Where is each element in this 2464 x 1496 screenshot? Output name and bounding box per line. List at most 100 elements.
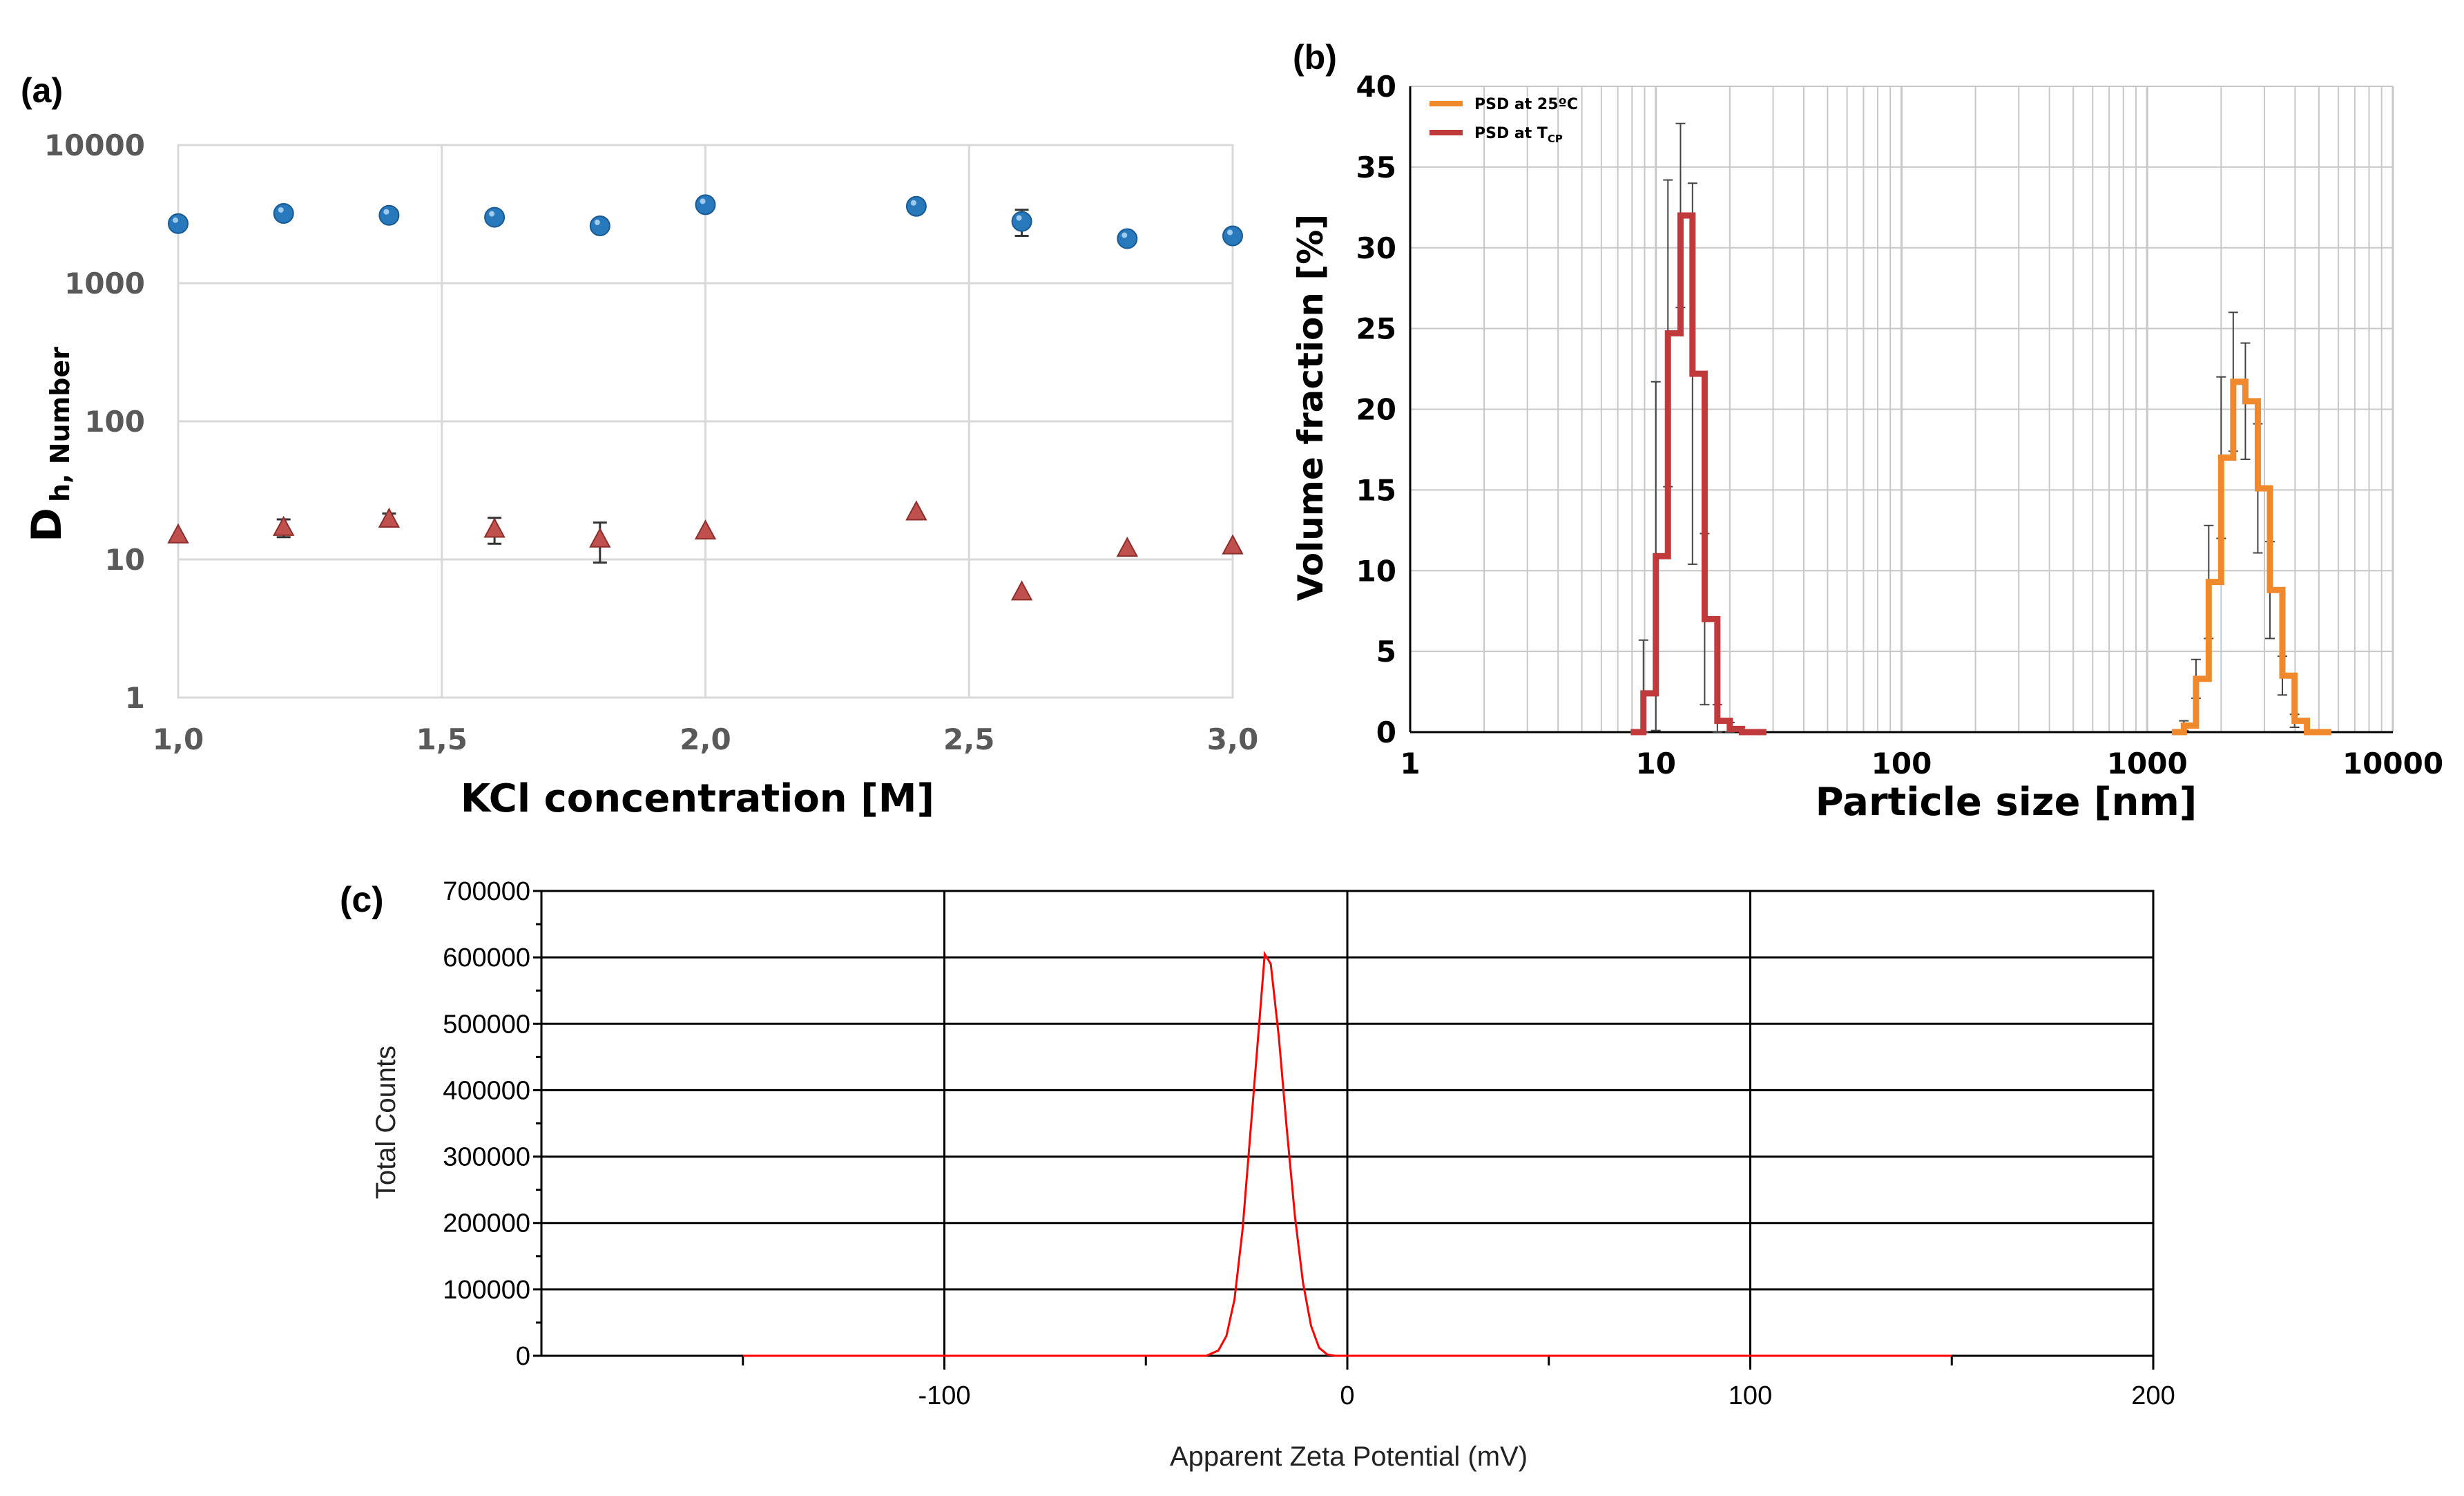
panel-a-triangle-point (905, 500, 927, 521)
panel-a-circle-point (695, 194, 716, 215)
panel-a-circle-point (1011, 211, 1032, 232)
panel-b-y-title: Volume fraction [%] (1291, 214, 1331, 601)
panel-b-y-tick: 0 (1376, 716, 1396, 749)
panel-b-legend: PSD at 25ºC PSD at TCP (1430, 96, 1578, 145)
panel-c-y-tick: 400000 (443, 1076, 530, 1105)
panel-a-circle-highlight (489, 211, 495, 217)
panel-a-circle-highlight (700, 198, 706, 204)
panel-c-x-title: Apparent Zeta Potential (mV) (1170, 1441, 1528, 1472)
panel-a-circle-point (589, 215, 610, 237)
panel-a-x-tick: 1,0 (153, 722, 204, 756)
panel-a-circle-point (273, 202, 294, 224)
panel-b-x-title: Particle size [nm] (1816, 780, 2197, 825)
panel-c-y-tick: 200000 (443, 1209, 530, 1238)
panel-a-y-title-main: D (23, 508, 71, 542)
panel-c-zeta-line (742, 950, 1952, 1357)
panel-c-y-tick: 100000 (443, 1276, 530, 1305)
panel-a-label: (a) (21, 71, 63, 110)
panel-b-x-tick: 1000 (2107, 747, 2188, 780)
panel-b-y-tick: 35 (1356, 151, 1396, 184)
panel-a-circle-point (378, 204, 400, 226)
panel-c: (c) 0 100000 200000 300000 400000 500000 60000… (340, 877, 2175, 1472)
panel-c-y-title: Total Counts (371, 1046, 401, 1199)
panel-a-triangle-point (167, 523, 189, 544)
panel-c-series (742, 950, 1952, 1357)
svg-text:D: D (23, 508, 71, 542)
panel-b-x-ticks: 1 10 100 1000 10000 (1400, 747, 2443, 780)
panel-a-x-tick: 2,0 (680, 722, 731, 756)
panel-a: (a) 1 10 100 1000 10000 1,0 1,5 2,0 2,5 3,0 KCl … (21, 71, 1258, 821)
panel-a-y-tick: 1 (125, 681, 145, 715)
panel-c-y-tick: 600000 (443, 943, 530, 972)
panel-a-triangle-point (483, 517, 506, 538)
panel-a-triangle-point (273, 515, 295, 536)
panel-c-x-ticks: -100 0 100 200 (918, 1381, 2175, 1410)
panel-b-y-tick: 15 (1356, 473, 1396, 507)
panel-a-circle-highlight (1122, 232, 1128, 238)
panel-c-grid (533, 890, 2155, 1370)
legend-label-psd-tcp: PSD at TCP (1474, 125, 1563, 145)
panel-c-y-ticks: 0 100000 200000 300000 400000 500000 600000 700… (443, 877, 530, 1371)
panel-a-triangle-point (1010, 580, 1033, 601)
panel-a-circle-highlight (278, 207, 284, 213)
panel-b-x-tick: 1 (1400, 747, 1420, 780)
panel-a-y-tick: 10 (105, 543, 145, 577)
panel-a-y-tick: 100 (84, 405, 145, 439)
panel-b-x-tick: 100 (1871, 747, 1932, 780)
panel-a-circle-highlight (383, 209, 389, 215)
panel-a-circle-point (168, 213, 189, 234)
panel-b-y-tick: 30 (1356, 231, 1396, 265)
panel-b-y-tick: 40 (1356, 70, 1396, 104)
panel-b-x-tick: 10 (1636, 747, 1676, 780)
panel-c-x-tick: 200 (2131, 1381, 2175, 1410)
panel-c-y-tick: 0 (516, 1342, 530, 1371)
panel-a-circle-highlight (173, 217, 178, 223)
panel-b-y-ticks: 0 5 10 15 20 25 30 35 40 (1356, 70, 1396, 749)
panel-a-circle-highlight (910, 200, 916, 206)
panel-a-grid (177, 144, 1234, 699)
panel-a-triangle-point (1116, 537, 1138, 557)
panel-a-circle-highlight (594, 220, 600, 226)
panel-a-x-title: KCl concentration [M] (461, 776, 934, 821)
panel-a-x-tick: 1,5 (416, 722, 468, 756)
panel-c-x-tick: 100 (1729, 1381, 1772, 1410)
panel-c-y-tick: 700000 (443, 877, 530, 906)
panel-a-circle-point (484, 207, 506, 228)
panel-b-step-line (2171, 378, 2331, 736)
panel-a-circle-point (1222, 225, 1243, 247)
panel-c-label: (c) (340, 880, 384, 920)
panel-a-circle-point (905, 195, 927, 217)
panel-a-circle-highlight (1227, 229, 1233, 236)
panel-b-y-tick: 25 (1356, 312, 1396, 346)
panel-c-x-tick: -100 (918, 1381, 970, 1410)
panel-b-series (1630, 122, 2331, 736)
panel-b: (b) 0 5 10 15 20 25 30 35 40 1 10 100 1000 10000 Par… (1291, 38, 2443, 825)
panel-b-label: (b) (1293, 38, 1337, 77)
panel-a-y-title: D h, Number (23, 347, 75, 542)
panel-b-y-tick: 20 (1356, 393, 1396, 427)
panel-a-y-ticks: 1 10 100 1000 10000 (44, 128, 145, 715)
panel-a-points (167, 194, 1244, 601)
panel-a-x-ticks: 1,0 1,5 2,0 2,5 3,0 (153, 722, 1258, 756)
panel-a-y-tick: 10000 (44, 128, 145, 162)
panel-b-y-tick: 5 (1376, 635, 1396, 669)
panel-a-x-tick: 3,0 (1207, 722, 1258, 756)
panel-a-y-title-sub: h, Number (45, 347, 75, 502)
panel-a-x-tick: 2,5 (943, 722, 994, 756)
panel-a-triangle-point (1222, 534, 1244, 555)
panel-a-triangle-point (694, 519, 717, 540)
panel-c-y-tick: 500000 (443, 1010, 530, 1039)
panel-c-x-tick: 0 (1340, 1381, 1354, 1410)
panel-a-y-tick: 1000 (64, 267, 145, 300)
legend-label-psd-25: PSD at 25ºC (1474, 96, 1578, 113)
panel-b-x-tick: 10000 (2342, 747, 2443, 780)
panel-a-circle-highlight (1016, 215, 1022, 221)
panel-b-grid (1409, 86, 2394, 733)
panel-c-y-tick: 300000 (443, 1143, 530, 1172)
panel-a-triangle-point (378, 507, 401, 528)
panel-b-step-line (1630, 212, 1767, 736)
panel-b-y-tick: 10 (1356, 554, 1396, 588)
panel-a-circle-point (1117, 228, 1138, 249)
